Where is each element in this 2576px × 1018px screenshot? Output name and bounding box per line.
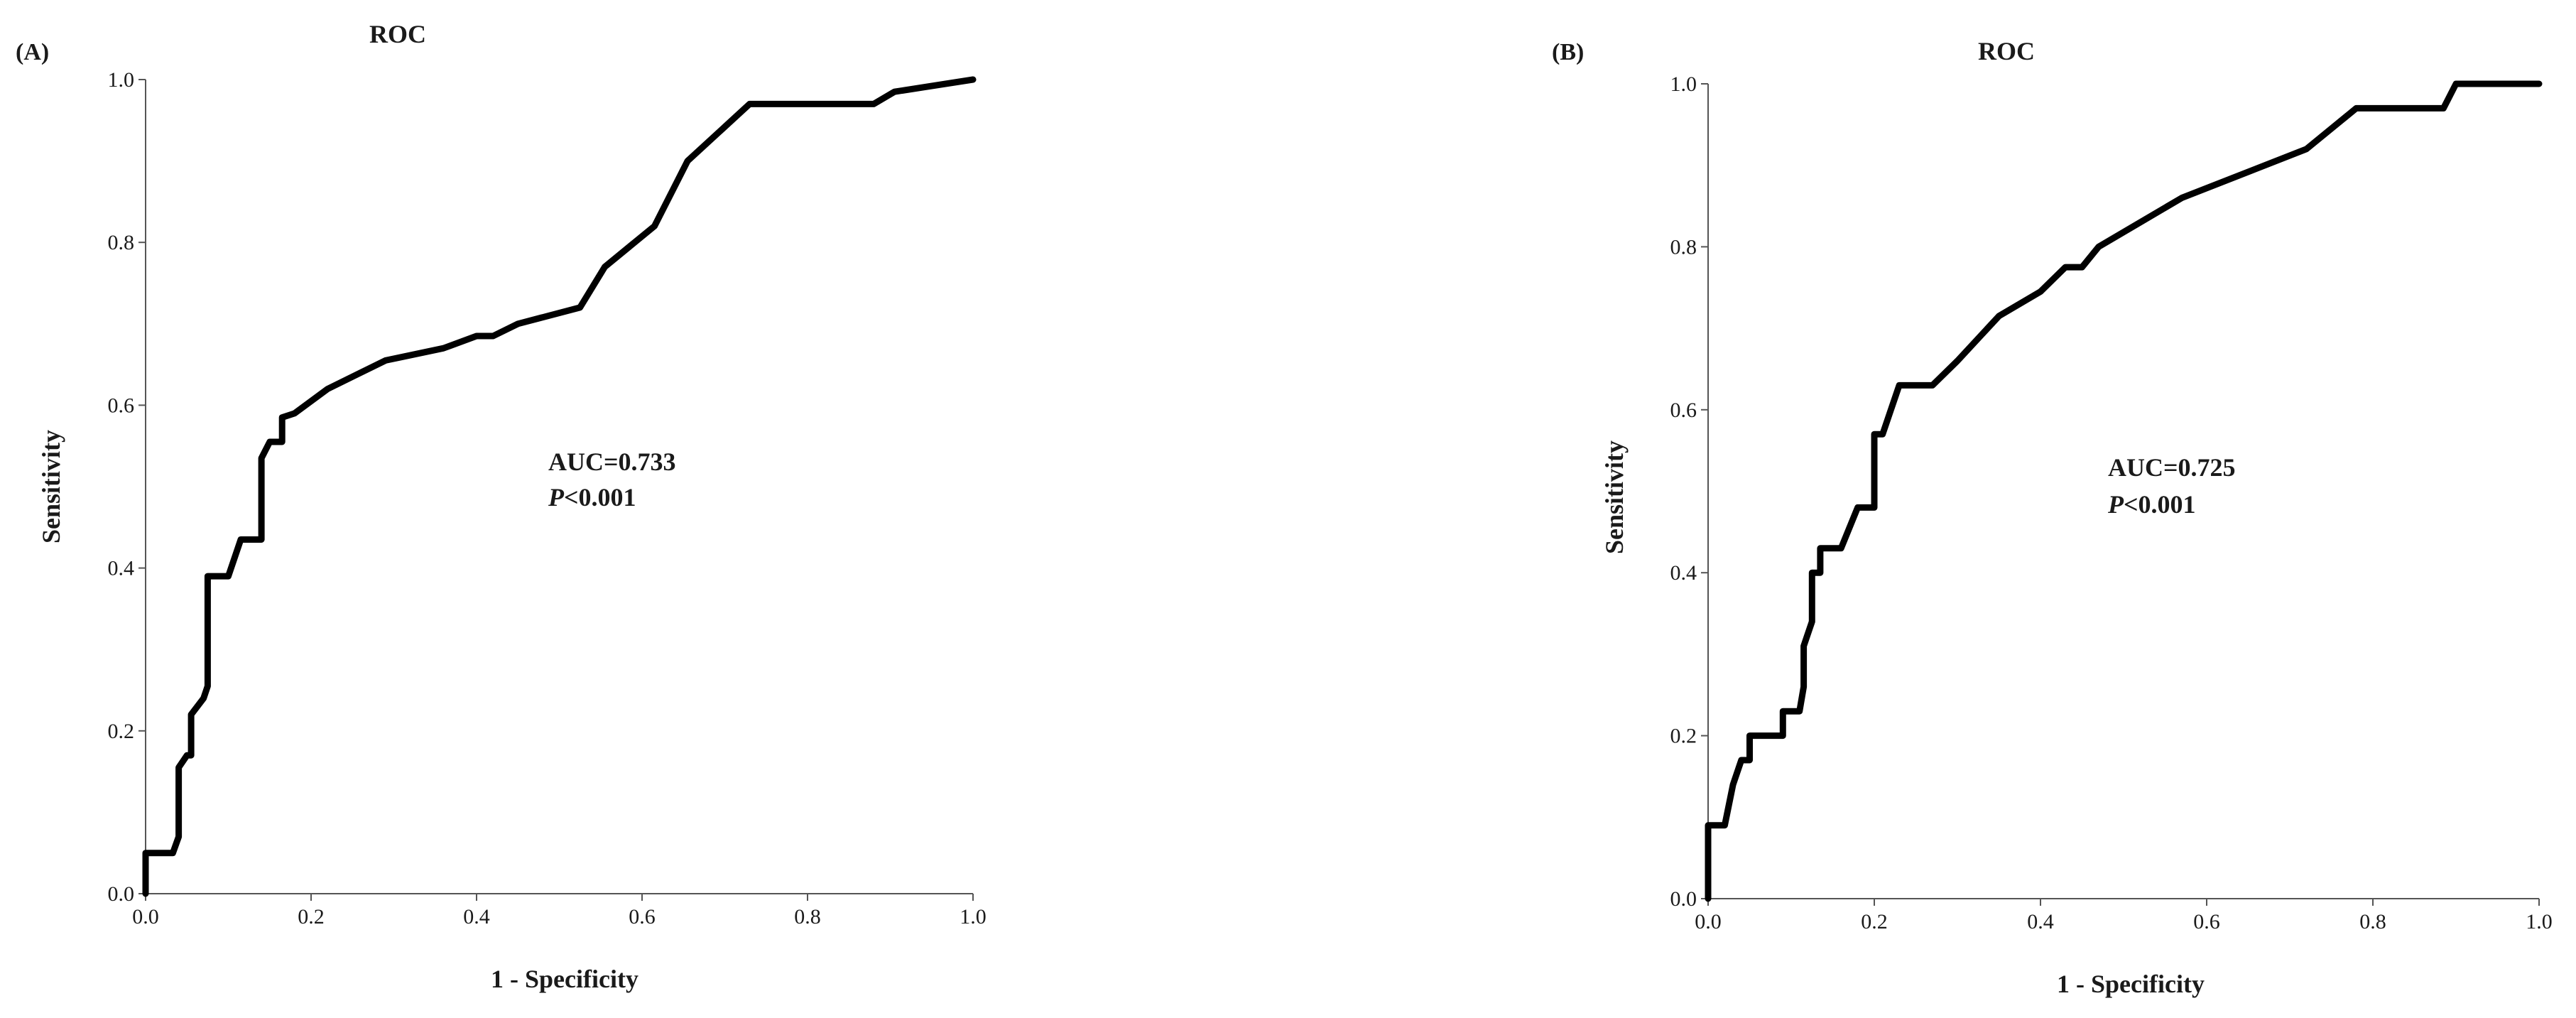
panel-a-x-tick-label: 0.6 xyxy=(629,905,656,928)
panel-b-y-tick-label: 0.4 xyxy=(1670,561,1697,585)
panel-a-x-tick-label: 0.8 xyxy=(794,905,821,928)
panel-b-x-tick-label: 0.4 xyxy=(2027,910,2054,933)
panel-b-y-tick-label: 0.2 xyxy=(1670,725,1697,748)
panel-b-ylabel: Sensitivity xyxy=(1600,440,1629,554)
panel-b-title: ROC xyxy=(1978,37,2035,65)
panel-a-y-tick-label: 0.0 xyxy=(108,882,135,906)
panel-a-y-tick-label: 1.0 xyxy=(108,68,135,92)
panel-a-ylabel: Sensitivity xyxy=(37,430,65,543)
panel-b-x-tick-label: 0.2 xyxy=(1861,910,1888,933)
panel-a-y-tick-label: 0.2 xyxy=(108,720,135,743)
panel-b-label: (B) xyxy=(1552,39,1584,65)
panel-a-p-symbol: P xyxy=(548,483,565,511)
panel-b-x-tick-label: 0.6 xyxy=(2193,910,2220,933)
panel-a-label: (A) xyxy=(16,39,49,65)
panel-a-x-tick-label: 1.0 xyxy=(960,905,987,928)
panel-b-xlabel: 1 - Specificity xyxy=(2057,970,2205,998)
panel-b-roc-curve xyxy=(1705,80,2543,902)
panel-a-x-tick-label: 0.0 xyxy=(132,905,159,928)
panel-b-x-tick-label: 0.8 xyxy=(2359,910,2386,933)
panel-b-y-tick-label: 0.6 xyxy=(1670,399,1697,422)
panel-a: (A) ROC 1 - Specificity Sensitivity AUC=… xyxy=(16,20,987,993)
panel-a-y-tick-label: 0.8 xyxy=(108,231,135,254)
panel-a-title: ROC xyxy=(369,20,426,48)
panel-b-p-value: <0.001 xyxy=(2124,490,2196,519)
panel-b: (B) ROC 1 - Specificity Sensitivity AUC=… xyxy=(1552,37,2553,998)
panel-b-p-value-label: P<0.001 xyxy=(2107,490,2196,519)
panel-b-y-tick-label: 0.0 xyxy=(1670,887,1697,911)
panel-b-p-symbol: P xyxy=(2107,490,2124,519)
panel-a-p-value: <0.001 xyxy=(564,483,636,511)
panel-a-x-tick-label: 0.2 xyxy=(298,905,325,928)
panel-b-x-tick-label: 1.0 xyxy=(2526,910,2553,933)
panel-b-y-tick-label: 0.8 xyxy=(1670,235,1697,259)
panel-a-roc-curve xyxy=(142,76,977,897)
panel-a-auc-label: AUC=0.733 xyxy=(548,448,676,476)
panel-b-auc-label: AUC=0.725 xyxy=(2108,453,2236,482)
panel-b-y-tick-label: 1.0 xyxy=(1670,72,1697,96)
panel-a-y-tick-label: 0.4 xyxy=(108,557,135,580)
panel-b-x-tick-label: 0.0 xyxy=(1695,910,1722,933)
panel-a-y-tick-label: 0.6 xyxy=(108,394,135,417)
panel-a-xlabel: 1 - Specificity xyxy=(491,965,638,993)
panel-a-p-value-label: P<0.001 xyxy=(548,483,636,511)
panel-a-x-tick-label: 0.4 xyxy=(463,905,490,928)
